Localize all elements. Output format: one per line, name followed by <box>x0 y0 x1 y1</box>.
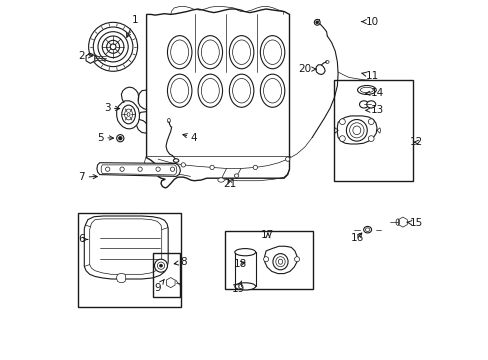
Polygon shape <box>97 163 180 176</box>
Circle shape <box>253 165 257 170</box>
Text: 10: 10 <box>361 17 378 27</box>
Circle shape <box>263 257 268 262</box>
Text: 19: 19 <box>231 281 244 294</box>
Text: 20: 20 <box>298 64 315 74</box>
Ellipse shape <box>167 74 192 107</box>
Text: 8: 8 <box>174 257 186 267</box>
Ellipse shape <box>167 36 192 69</box>
Circle shape <box>339 136 345 141</box>
Circle shape <box>106 40 120 53</box>
Ellipse shape <box>218 178 224 182</box>
Circle shape <box>118 136 122 140</box>
Text: 14: 14 <box>365 88 384 98</box>
Circle shape <box>315 21 318 24</box>
Polygon shape <box>264 246 296 274</box>
Circle shape <box>159 264 162 267</box>
Circle shape <box>181 163 185 167</box>
Polygon shape <box>315 65 325 75</box>
Circle shape <box>285 157 289 161</box>
Text: 7: 7 <box>78 172 97 182</box>
Polygon shape <box>117 274 125 283</box>
Text: 6: 6 <box>78 234 88 244</box>
Circle shape <box>294 257 299 262</box>
Circle shape <box>117 135 123 142</box>
Text: 12: 12 <box>409 137 422 147</box>
Polygon shape <box>146 9 289 188</box>
Circle shape <box>209 165 214 170</box>
Text: 4: 4 <box>183 132 197 143</box>
Circle shape <box>339 119 345 125</box>
Polygon shape <box>337 116 376 144</box>
Text: 11: 11 <box>361 71 378 81</box>
Ellipse shape <box>260 36 284 69</box>
Ellipse shape <box>173 159 179 162</box>
Text: 21: 21 <box>223 179 236 189</box>
Ellipse shape <box>198 36 222 69</box>
Text: 16: 16 <box>350 233 364 243</box>
Polygon shape <box>117 101 139 129</box>
Polygon shape <box>398 217 407 227</box>
Text: 5: 5 <box>97 132 113 143</box>
Ellipse shape <box>272 253 287 270</box>
Polygon shape <box>84 216 168 279</box>
Polygon shape <box>86 53 95 63</box>
Text: 13: 13 <box>365 105 384 115</box>
Text: 15: 15 <box>406 218 422 228</box>
Ellipse shape <box>234 248 255 256</box>
Ellipse shape <box>234 283 255 290</box>
Ellipse shape <box>363 226 371 233</box>
Ellipse shape <box>357 85 375 94</box>
Circle shape <box>110 44 116 50</box>
Text: 9: 9 <box>154 279 164 293</box>
Ellipse shape <box>198 74 222 107</box>
Ellipse shape <box>234 174 238 177</box>
Text: 2: 2 <box>78 51 92 61</box>
Ellipse shape <box>127 113 130 116</box>
Ellipse shape <box>229 74 253 107</box>
Ellipse shape <box>346 120 366 141</box>
Circle shape <box>367 136 373 141</box>
Text: 3: 3 <box>103 103 120 113</box>
Circle shape <box>367 119 373 125</box>
Polygon shape <box>166 278 175 288</box>
Ellipse shape <box>359 101 368 108</box>
Text: 18: 18 <box>233 258 246 269</box>
Ellipse shape <box>229 36 253 69</box>
Text: 17: 17 <box>261 230 274 240</box>
Ellipse shape <box>366 101 375 108</box>
Ellipse shape <box>122 105 135 124</box>
Circle shape <box>154 259 167 272</box>
Ellipse shape <box>260 74 284 107</box>
Circle shape <box>314 19 320 25</box>
Text: 1: 1 <box>126 15 138 37</box>
